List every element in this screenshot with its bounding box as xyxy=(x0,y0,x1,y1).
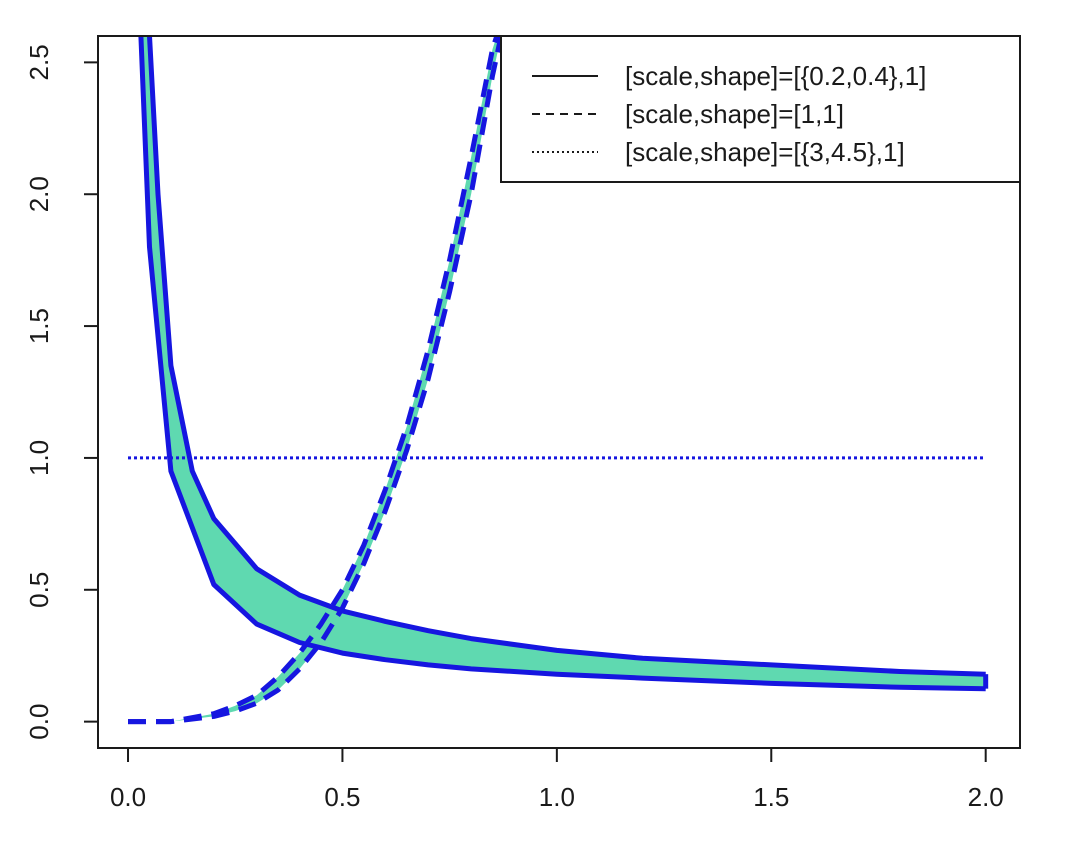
y-axis: 0.0 0.5 1.0 1.5 2.0 2.5 xyxy=(24,44,99,740)
legend-label: [scale,shape]=[1,1] xyxy=(625,99,844,129)
y-tick-label: 2.0 xyxy=(24,176,54,212)
y-tick-label: 2.5 xyxy=(24,44,54,80)
x-tick-label: 1.5 xyxy=(753,782,789,812)
legend: [scale,shape]=[{0.2,0.4},1] [scale,shape… xyxy=(500,35,1021,183)
series-solid-upper-line xyxy=(147,36,986,677)
legend-box xyxy=(500,35,1021,183)
legend-label: [scale,shape]=[{0.2,0.4},1] xyxy=(625,61,926,91)
x-axis: 0.0 0.5 1.0 1.5 2.0 xyxy=(110,747,1004,812)
x-tick-label: 1.0 xyxy=(539,782,575,812)
series-solid-lower-line xyxy=(138,36,986,692)
series-lines xyxy=(128,36,989,725)
y-tick-label: 1.5 xyxy=(24,308,54,344)
legend-label: [scale,shape]=[{3,4.5},1] xyxy=(625,137,905,167)
series-dashed-upper-line xyxy=(128,36,500,725)
y-tick-label: 1.0 xyxy=(24,440,54,476)
x-tick-label: 0.5 xyxy=(324,782,360,812)
y-tick-label: 0.5 xyxy=(24,572,54,608)
y-tick-label: 0.0 xyxy=(24,704,54,740)
x-tick-label: 0.0 xyxy=(110,782,146,812)
x-tick-label: 2.0 xyxy=(968,782,1004,812)
series-dashed-lower-line xyxy=(128,36,504,725)
